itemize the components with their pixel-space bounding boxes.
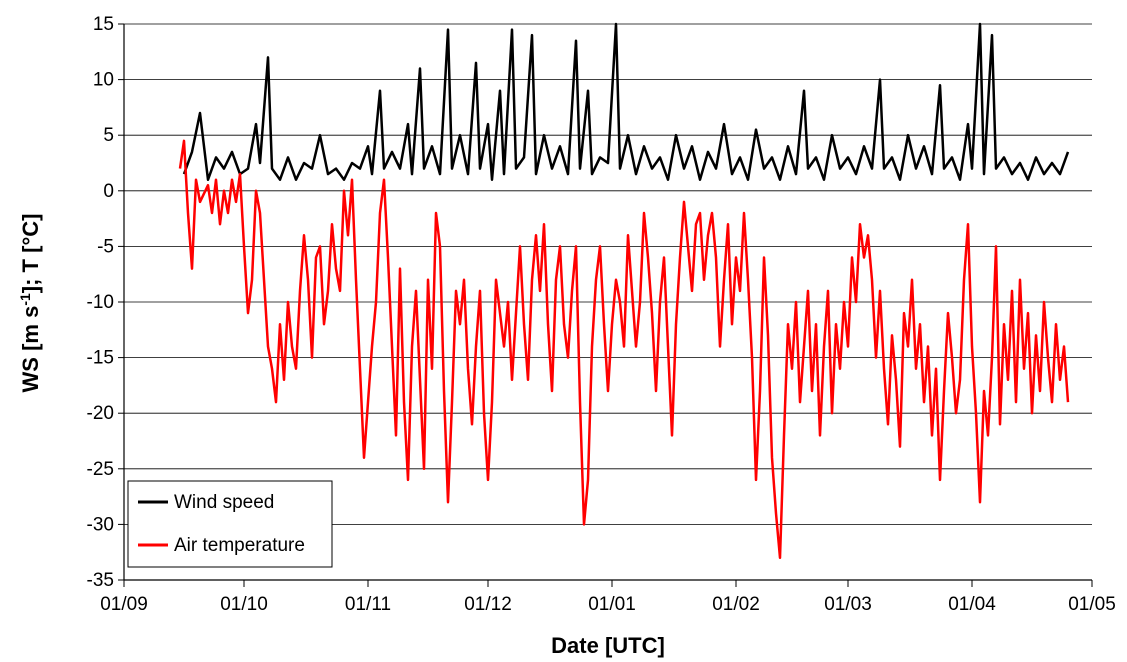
x-tick-label: 01/04 [948,594,996,615]
x-tick-label: 01/12 [464,594,512,615]
y-tick-label: 5 [103,125,114,146]
y-tick-label: 0 [103,181,114,202]
x-tick-labels: 01/09 01/10 01/11 01/12 01/01 01/02 01/03 01/04… [100,594,1116,615]
x-tick-label: 01/09 [100,594,148,615]
y-axis-title-superscript: -1 [17,293,33,306]
x-tick-label: 01/03 [824,594,872,615]
x-tick-label: 01/01 [588,594,636,615]
y-tick-label: -30 [87,514,114,535]
x-axis-title: Date [UTC] [551,633,665,658]
wind-speed-series-line [182,22,1070,181]
y-tick-label: 15 [93,14,114,35]
y-tick-label: -35 [87,570,114,591]
y-tick-label: -20 [87,403,114,424]
y-axis-title-main: WS [m s [18,306,43,393]
x-tick-label: 01/11 [345,594,391,615]
legend-label-wind-speed: Wind speed [174,492,274,513]
series-layer [178,22,1070,560]
y-tick-label: -15 [87,348,114,369]
x-tick-label: 01/10 [220,594,268,615]
air-temperature-series-line [178,139,1070,560]
y-tick-label: 10 [93,70,114,91]
axes-layer [118,23,1093,587]
y-tick-labels: -35 -30 -25 -20 -15 -10 -5 0 5 10 15 [87,14,114,591]
legend-box [127,480,333,568]
y-axis-title-tail: ]; T [°C] [18,214,43,294]
grid-lines [124,23,1092,581]
legend: Wind speed Air temperature [127,480,333,568]
legend-label-air-temperature: Air temperature [174,535,305,556]
y-tick-label: -5 [97,236,114,257]
y-tick-label: -10 [87,292,114,313]
y-tick-label: -25 [87,459,114,480]
x-tick-label: 01/02 [712,594,760,615]
x-tick-label: 01/05 [1068,594,1116,615]
y-axis-title: WS [m s-1]; T [°C] [17,214,43,393]
